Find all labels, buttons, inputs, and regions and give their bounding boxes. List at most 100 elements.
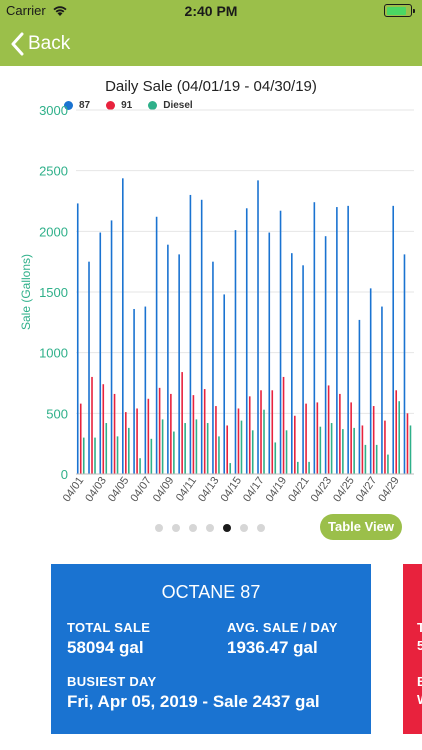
legend-item-87: 87	[64, 100, 90, 111]
bar-87-04-21	[302, 265, 304, 474]
battery-icon	[384, 4, 415, 17]
page-indicator[interactable]	[155, 524, 265, 532]
bar-diesel-04-15	[240, 420, 243, 474]
bar-91-04-21	[305, 403, 307, 474]
partial-text-4: W	[417, 692, 422, 707]
bar-diesel-04-18	[274, 442, 277, 474]
legend-dot-87	[64, 101, 73, 110]
bar-87-04-15	[234, 230, 237, 474]
octane-87-card[interactable]: OCTANE 87 TOTAL SALE 58094 gal AVG. SALE…	[51, 564, 371, 734]
bar-87-04-20	[291, 253, 293, 474]
bar-diesel-04-13	[218, 436, 220, 474]
page-dot[interactable]	[189, 524, 197, 532]
card-title: OCTANE 87	[161, 582, 261, 602]
bar-diesel-04-08	[161, 419, 164, 474]
bar-91-04-20	[294, 415, 296, 474]
bar-diesel-04-30	[409, 425, 412, 474]
chart-page[interactable]: Daily Sale (04/01/19 - 04/30/19) 87 91 D…	[0, 66, 422, 536]
bar-diesel-04-23	[330, 423, 333, 474]
bar-91-04-27	[372, 406, 375, 474]
bar-87-04-25	[347, 205, 349, 474]
chevron-left-icon	[11, 32, 24, 56]
bar-91-04-15	[237, 408, 240, 474]
bar-diesel-04-27	[375, 444, 378, 474]
legend-label-diesel: Diesel	[163, 100, 193, 111]
wifi-icon	[53, 6, 67, 16]
bar-diesel-04-05	[128, 427, 130, 474]
page-dot[interactable]	[223, 524, 231, 532]
x-tick-label: 04/17	[241, 475, 267, 504]
bar-91-04-28	[384, 420, 386, 474]
chart-legend: 87 91 Diesel	[64, 100, 193, 111]
bar-87-04-09	[167, 244, 169, 474]
bar-87-04-04	[110, 220, 113, 474]
y-tick-label: 1500	[39, 285, 68, 300]
bar-91-04-02	[91, 376, 93, 474]
bar-91-04-07	[147, 398, 150, 474]
bar-91-04-23	[327, 385, 330, 474]
x-tick-label: 04/21	[286, 475, 312, 504]
bar-87-04-30	[403, 254, 406, 474]
page-dot[interactable]	[155, 524, 163, 532]
y-tick-label: 2500	[39, 164, 68, 179]
bar-91-04-09	[170, 393, 172, 474]
navigation-bar: Back	[0, 22, 422, 66]
back-label: Back	[28, 33, 71, 54]
bar-diesel-04-07	[150, 438, 153, 474]
bar-91-04-19	[282, 376, 285, 474]
y-tick-label: 500	[46, 406, 68, 421]
x-tick-label: 04/23	[309, 475, 335, 504]
bar-diesel-04-06	[139, 458, 141, 474]
bar-diesel-04-26	[364, 444, 367, 474]
y-tick-label: 2000	[39, 224, 68, 239]
bar-diesel-04-03	[105, 423, 108, 474]
bar-87-04-23	[324, 236, 327, 474]
bar-91-04-06	[136, 408, 138, 474]
x-tick-label: 04/03	[83, 475, 109, 504]
legend-label-91: 91	[121, 100, 133, 111]
bar-91-04-26	[361, 425, 364, 474]
bar-87-04-18	[268, 232, 271, 474]
bar-87-04-22	[313, 202, 316, 475]
bar-diesel-04-10	[184, 423, 186, 474]
bar-91-04-22	[316, 402, 319, 474]
bar-diesel-04-24	[342, 429, 344, 474]
bar-91-04-14	[226, 425, 229, 474]
bar-91-04-30	[406, 413, 409, 474]
bar-87-04-27	[369, 288, 372, 474]
bar-91-04-03	[102, 384, 105, 474]
bar-91-04-24	[339, 393, 341, 474]
bar-91-04-10	[181, 372, 183, 474]
legend-label-87: 87	[79, 100, 91, 111]
bar-diesel-04-22	[319, 426, 322, 474]
bar-91-04-04	[113, 393, 116, 474]
legend-dot-91	[106, 101, 116, 110]
busiest-day-label: BUSIEST DAY	[67, 674, 157, 689]
table-view-button[interactable]: Table View	[320, 514, 402, 540]
page-dot[interactable]	[172, 524, 180, 532]
x-tick-label: 04/25	[331, 475, 357, 504]
bar-91-04-18	[271, 390, 274, 474]
page-dot[interactable]	[257, 524, 265, 532]
back-button[interactable]: Back	[10, 30, 70, 58]
daily-sale-chart: 0 500 1000 1500 2000 2500 3000 Sale (Gallons) 04…	[19, 103, 414, 504]
bar-diesel-04-20	[297, 461, 299, 474]
y-tick-label: 0	[61, 467, 68, 482]
bar-87-04-14	[223, 294, 226, 474]
bar-91-04-29	[395, 390, 398, 474]
bar-diesel-04-17	[263, 409, 265, 474]
avg-sale-label: AVG. SALE / DAY	[227, 620, 338, 635]
legend-item-91: 91	[106, 100, 132, 111]
bar-diesel-04-21	[308, 461, 310, 474]
y-axis-label: Sale (Gallons)	[19, 254, 33, 330]
bar-diesel-04-12	[206, 423, 209, 474]
bar-87-04-05	[122, 178, 124, 474]
page-dot[interactable]	[206, 524, 214, 532]
bar-87-04-11	[189, 194, 192, 474]
total-sale-label: TOTAL SALE	[67, 620, 151, 635]
legend-dot-diesel	[148, 101, 158, 110]
page-dot[interactable]	[240, 524, 248, 532]
bar-91-04-17	[260, 390, 262, 474]
bar-91-04-12	[203, 389, 206, 474]
octane-91-card-partial[interactable]: T 5 B W	[403, 564, 422, 734]
